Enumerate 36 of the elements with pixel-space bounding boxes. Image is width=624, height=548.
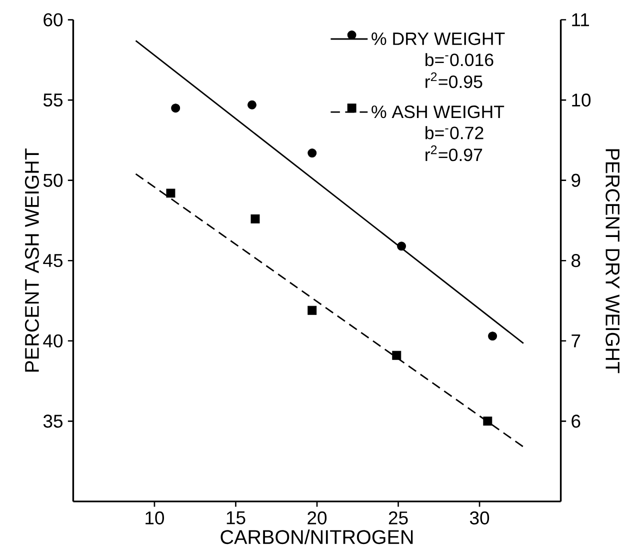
y-tick-label: 55 [43,93,62,106]
y-tick-label: 40 [43,334,63,348]
y2-tick-label: 6 [572,414,580,428]
point [248,100,256,110]
point [488,331,498,340]
y2-axis-title: PERCENT DRY WEIGHT [606,148,620,373]
x-tick-label: 20 [308,511,327,524]
y2-tick-label: 10 [572,93,591,106]
legend-label: % DRY WEIGHT [372,32,505,45]
y-tick-label: 50 [43,174,63,187]
point [392,350,402,360]
point [171,103,180,112]
y-tick-label: 35 [43,414,62,428]
annotation: r$^{2}$=0.97 [426,145,482,161]
y2-tick-label: 8 [572,254,580,267]
y2-tick-label: 9 [572,174,580,187]
x-tick-label: 10 [146,511,164,524]
point [397,241,406,250]
y-tick-label: 60 [44,12,63,26]
point [166,188,176,198]
annotation: b=$^{-}$0.016 [426,52,494,66]
point [308,148,317,158]
point [308,306,317,315]
annotation: r$^{2}$=0.95 [426,72,482,88]
point [250,214,260,224]
x-axis-title: CARBON/NITROGEN [220,529,413,544]
x-tick-label: 30 [470,511,490,524]
y2-tick-label: 7 [572,334,580,348]
x-tick-label: 25 [388,511,408,524]
point [483,416,492,426]
legend-label: % ASH WEIGHT [372,105,504,118]
annotation: b=$^{-}$0.72 [426,126,484,140]
y-axis-title: PERCENT ASH WEIGHT [24,148,39,372]
y-tick-label: 45 [43,254,62,267]
x-tick-label: 15 [226,511,246,524]
y2-tick-label: 11 [572,13,589,26]
